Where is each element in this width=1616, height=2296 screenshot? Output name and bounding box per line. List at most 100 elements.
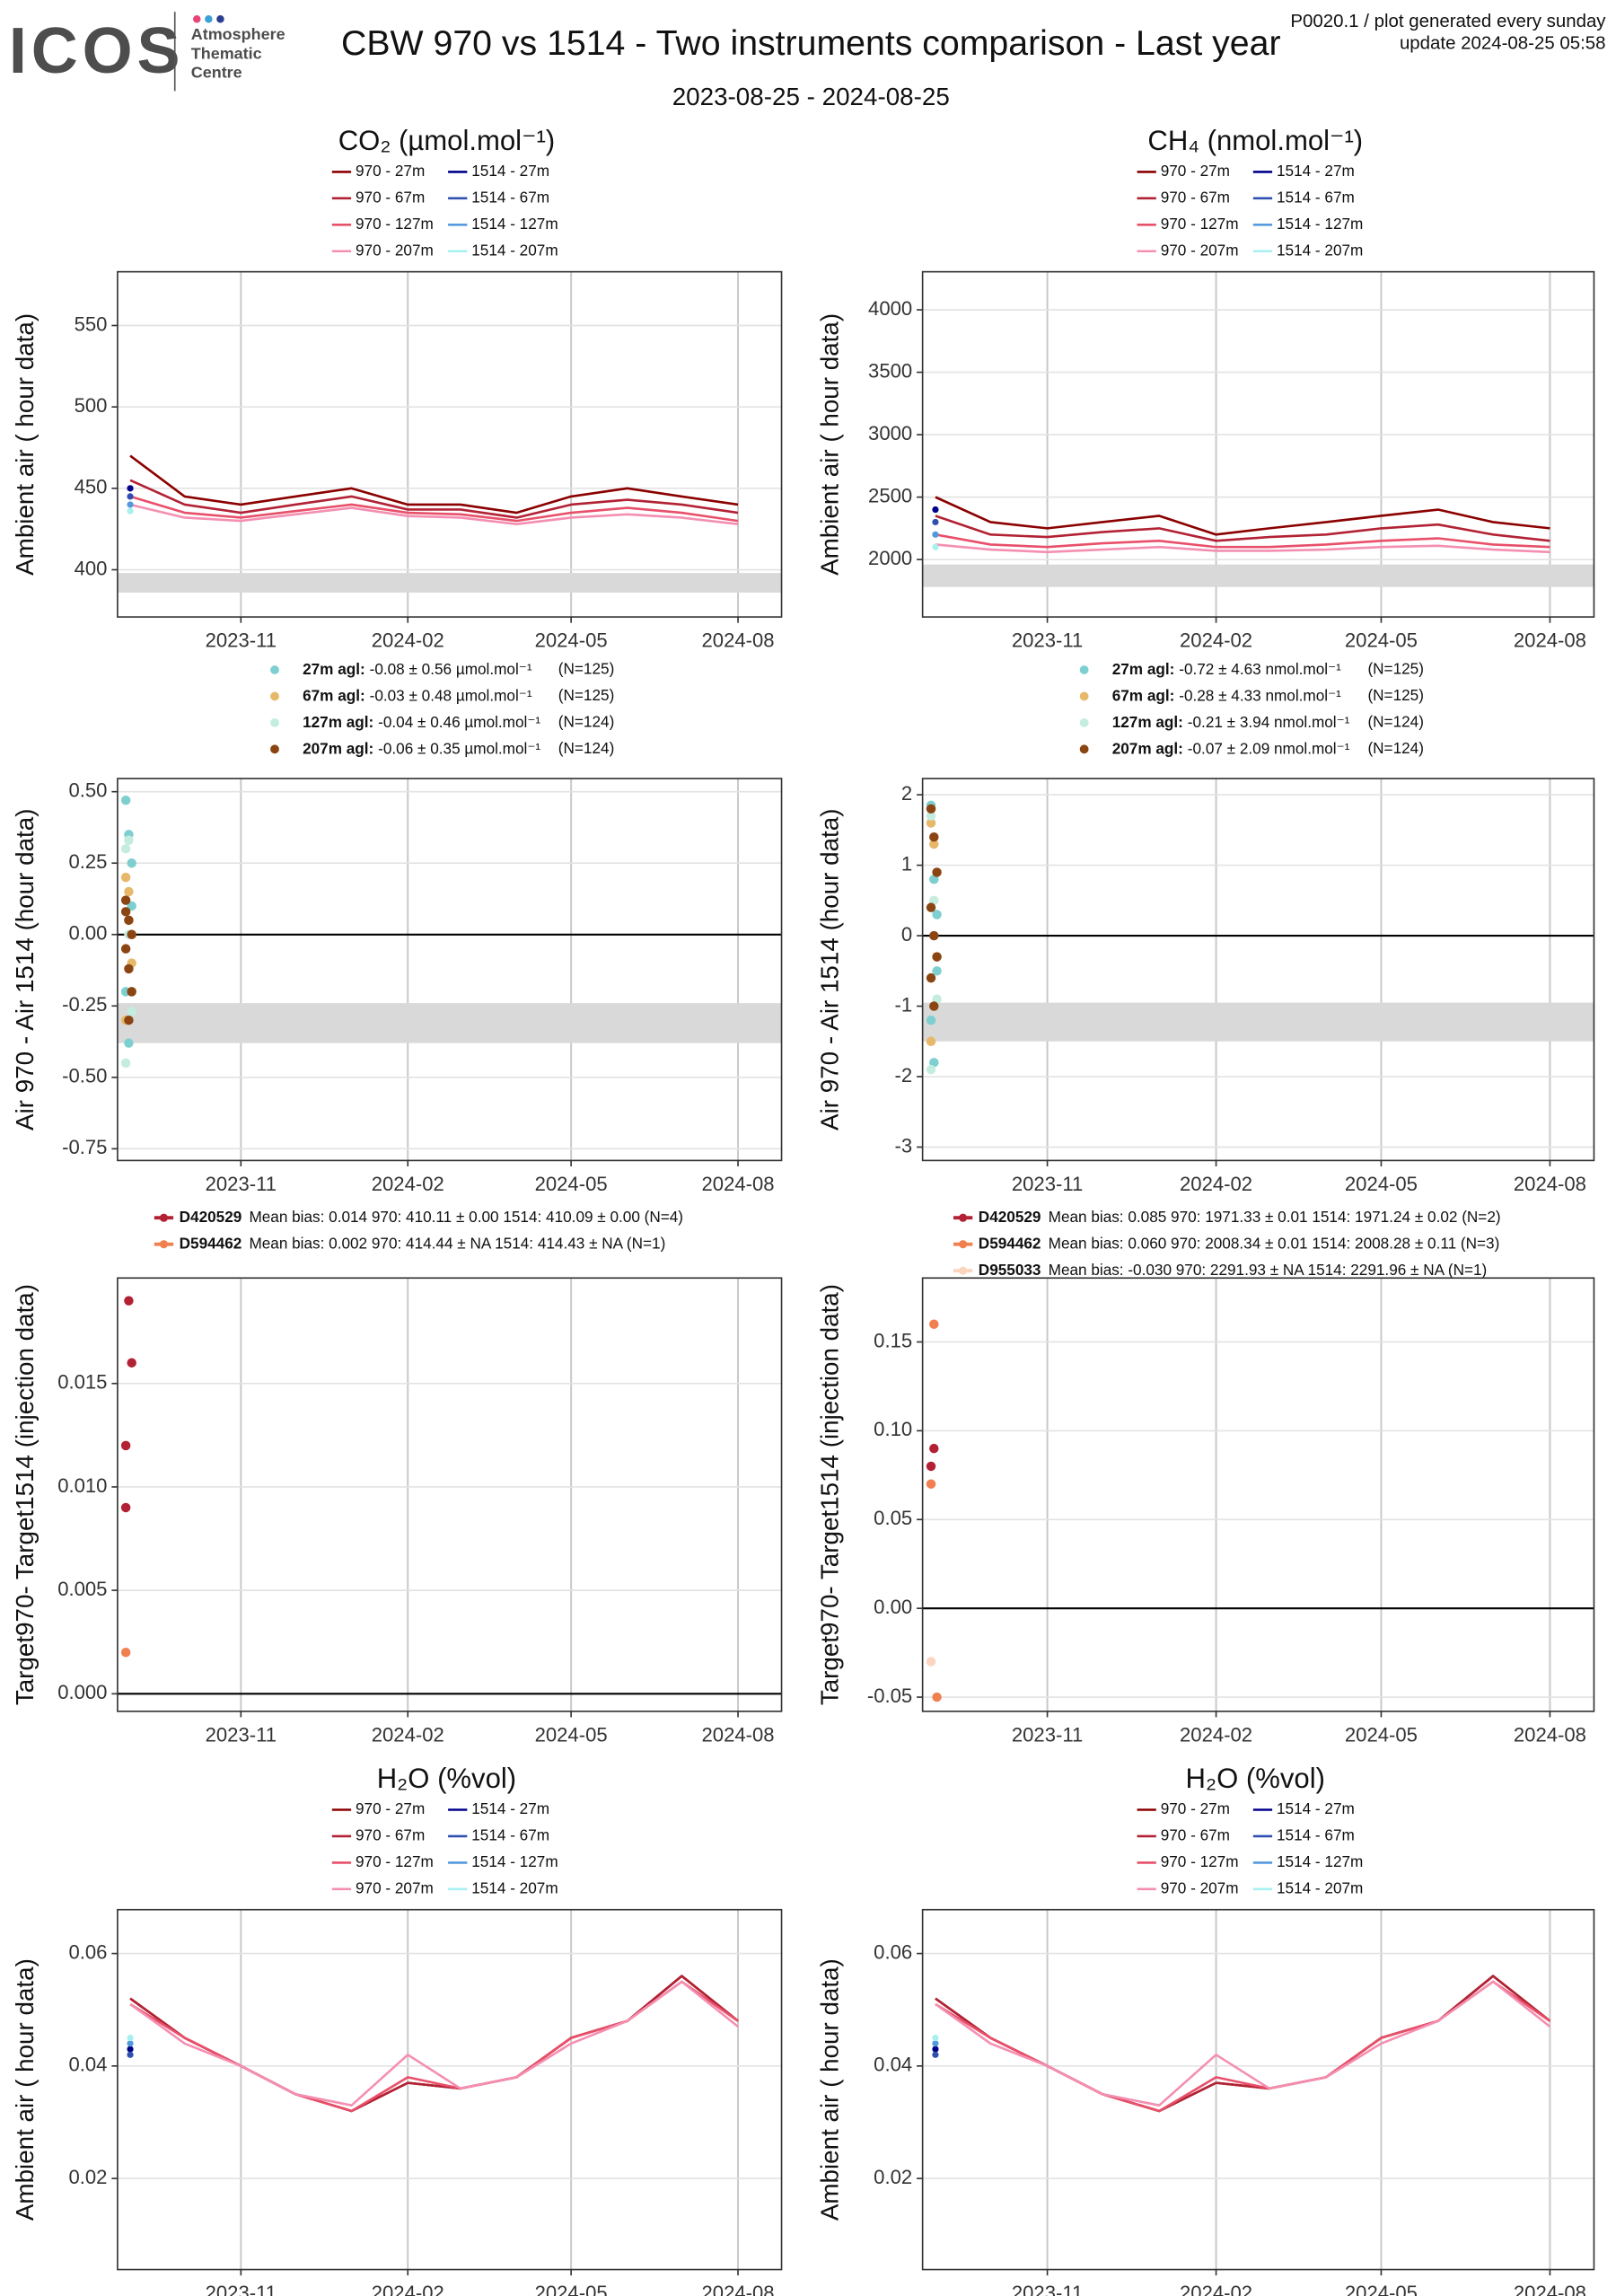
y-tick-label: 2	[901, 782, 912, 805]
info-text: P0020.1 / plot generated every sunday	[1290, 11, 1606, 31]
plot-area	[117, 271, 782, 618]
series-point	[932, 518, 939, 526]
x-tick-label: 2024-02	[1180, 1724, 1252, 1746]
y-tick-label: 0.06	[68, 1940, 107, 1963]
legend-count: (N=124)	[1367, 712, 1423, 730]
x-tick-label: 2024-05	[1345, 1173, 1418, 1195]
legend-label: 67m agl: -0.28 ± 4.33 nmol.mol⁻¹	[1112, 686, 1341, 704]
series-line	[129, 503, 739, 526]
plot-frame	[117, 1908, 783, 2271]
legend-stats: Mean bias: 0.002 970: 414.44 ± NA 1514: …	[249, 1234, 665, 1252]
legend-swatch	[1079, 717, 1089, 727]
data-point	[929, 1443, 939, 1454]
panel: 2023-11 2024-02 2024-05 2024-08 400 450 500 550…	[11, 125, 783, 652]
legend-label: 1514 - 27m	[471, 1799, 549, 1817]
data-point	[124, 1296, 134, 1306]
legend-label: D955033 Mean bias: -0.030 970: 2291.93 ± …	[979, 1261, 1487, 1279]
y-axis-label: Ambient air ( hour data)	[816, 313, 844, 576]
plot-area	[117, 779, 782, 1161]
legend-name: D955033	[979, 1261, 1041, 1279]
legend-swatch	[959, 1240, 968, 1249]
y-tick-label: 0.04	[874, 2054, 912, 2076]
x-tick-label: 2023-11	[1012, 1724, 1083, 1746]
legend-stats: -0.72 ± 4.63 nmol.mol⁻¹	[1179, 660, 1341, 678]
logo-text: ICOS	[9, 15, 185, 87]
logo-subtitle: Atmosphere	[191, 25, 285, 43]
x-tick-label: 2023-11	[206, 2282, 277, 2296]
data-point	[127, 929, 136, 939]
data-point	[932, 952, 942, 962]
data-point	[127, 858, 136, 868]
logo-dot	[205, 15, 213, 23]
x-tick-label: 2024-05	[1345, 2282, 1418, 2296]
logo-subtitle: Thematic	[191, 44, 262, 62]
y-tick-label: 0.000	[57, 1681, 107, 1703]
legend-stats: -0.04 ± 0.46 µmol.mol⁻¹	[378, 712, 540, 730]
data-point	[127, 1007, 136, 1016]
y-tick-label: 0.05	[874, 1507, 912, 1529]
legend-label: 970 - 27m	[1161, 162, 1230, 180]
series-line	[129, 495, 739, 523]
data-point	[929, 930, 939, 941]
legend-label: 127m agl: -0.21 ± 3.94 nmol.mol⁻¹	[1112, 712, 1350, 730]
x-tick-label: 2023-11	[206, 1724, 277, 1746]
panel-title: CO₂ (µmol.mol⁻¹)	[338, 125, 555, 156]
data-point	[926, 804, 936, 814]
series-point	[932, 2051, 939, 2058]
legend-name: 207m agl:	[303, 739, 373, 757]
y-tick-label: 1	[901, 852, 912, 875]
y-tick-label: -0.50	[62, 1065, 107, 1087]
data-point	[127, 1358, 136, 1368]
series-point	[127, 2051, 134, 2058]
panel: 2023-11 2024-02 2024-05 2024-08 -3 -2 -1 0 1 2 Air…	[816, 660, 1595, 1195]
data-point	[124, 886, 134, 897]
legend-name: 27m agl:	[303, 660, 365, 678]
plot-frame	[117, 1277, 783, 1712]
y-tick-label: 0.00	[68, 922, 107, 945]
legend-label: 1514 - 27m	[471, 162, 549, 180]
x-tick-label: 2023-11	[206, 629, 277, 652]
series-point	[127, 2034, 134, 2042]
data-point	[120, 1502, 131, 1513]
series-line	[129, 479, 739, 519]
legend-label: 127m agl: -0.04 ± 0.46 µmol.mol⁻¹	[303, 712, 540, 730]
panel: 2023-11 2024-02 2024-05 2024-08 2000 2500 3000…	[816, 125, 1595, 652]
data-point	[926, 811, 936, 821]
series-line	[935, 515, 1550, 542]
legend-count: (N=124)	[558, 739, 614, 757]
y-axis-label: Target970- Target1514 (injection data)	[11, 1284, 39, 1705]
y-tick-label: 500	[75, 394, 108, 417]
legend-label: 1514 - 127m	[471, 215, 558, 233]
data-point	[926, 1036, 936, 1047]
data-point	[929, 1001, 939, 1011]
data-point	[124, 1015, 134, 1025]
x-tick-label: 2024-02	[372, 2282, 444, 2296]
series-point	[932, 2045, 939, 2053]
data-point	[932, 910, 942, 919]
plot-frame	[921, 1908, 1595, 2271]
legend-label: 1514 - 127m	[1277, 215, 1363, 233]
x-tick-label: 2024-08	[1514, 2282, 1586, 2296]
y-tick-label: 3000	[868, 422, 912, 444]
series-line	[935, 543, 1550, 554]
logo-dot	[193, 15, 201, 23]
legend-label: D420529 Mean bias: 0.014 970: 410.11 ± 0.…	[180, 1208, 683, 1226]
x-tick-label: 2024-02	[372, 1173, 444, 1195]
data-point	[926, 1016, 936, 1025]
legend-label: D594462 Mean bias: 0.002 970: 414.44 ± NA…	[180, 1234, 666, 1252]
y-axis-label: Ambient air ( hour data)	[816, 1958, 844, 2221]
y-axis-label: Air 970 - Air 1514 (hour data)	[816, 809, 844, 1130]
legend-stats: -0.07 ± 2.09 nmol.mol⁻¹	[1188, 739, 1350, 757]
plot-frame	[921, 778, 1595, 1162]
legend-count: (N=124)	[558, 712, 614, 730]
data-point	[926, 1479, 936, 1489]
y-tick-label: 0	[901, 923, 912, 946]
data-point	[120, 872, 131, 883]
series-point	[932, 506, 939, 514]
legend-label: 970 - 67m	[356, 188, 425, 206]
plot-area	[117, 1909, 782, 2270]
series-line	[129, 1980, 739, 2107]
legend-label: 970 - 207m	[1161, 1878, 1239, 1896]
data-point	[929, 831, 939, 842]
